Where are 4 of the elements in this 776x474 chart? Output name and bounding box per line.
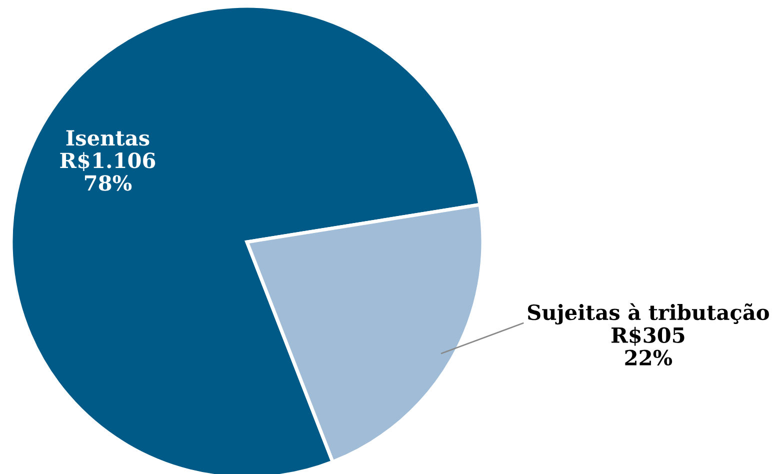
slice-label: Isentas bbox=[66, 130, 150, 146]
slice-label: Sujeitas à tributação bbox=[528, 303, 769, 325]
data-label: R$1.106 78% bbox=[60, 152, 156, 191]
data-label: R$305 22% bbox=[612, 326, 684, 366]
